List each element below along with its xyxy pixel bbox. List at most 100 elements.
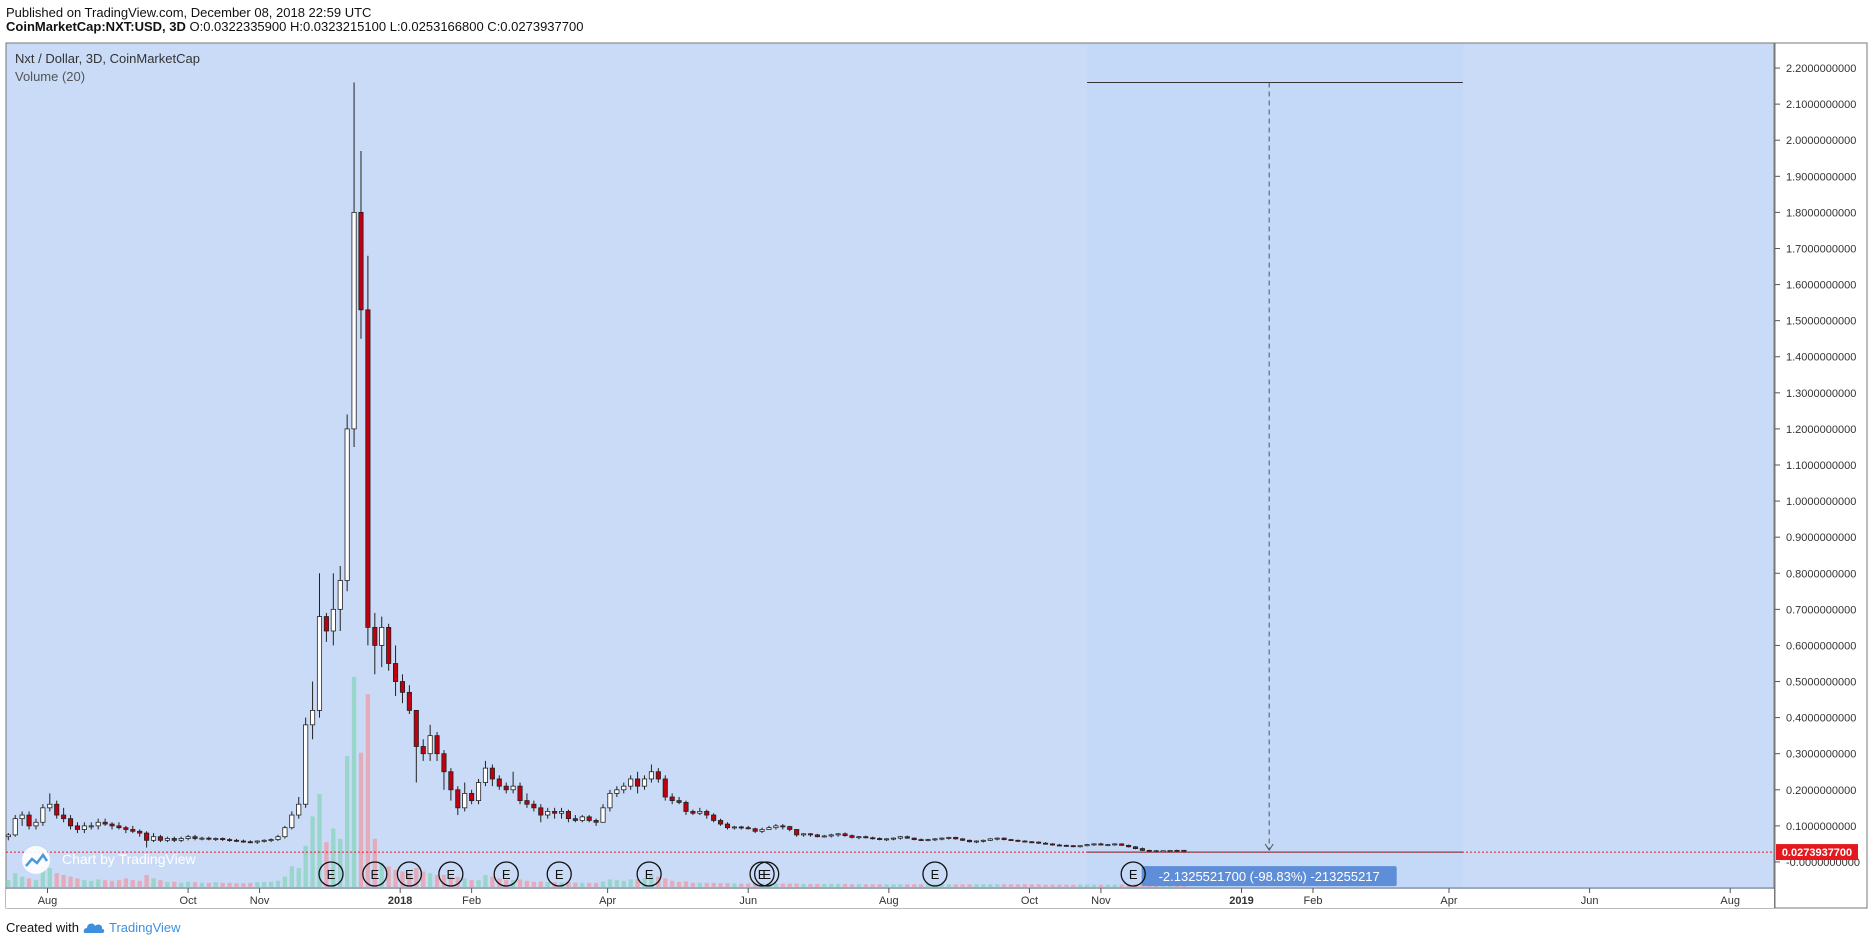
volume-bar	[234, 883, 239, 887]
volume-bar	[1119, 884, 1124, 887]
last-price-marker: 0.0273937700	[6, 844, 1858, 861]
volume-bar	[19, 876, 25, 887]
candle-body	[980, 839, 986, 842]
volume-bar	[434, 874, 440, 887]
candle-body	[946, 837, 952, 839]
measure-label-text: -2.1325521700 (-98.83%) -213255217	[1159, 869, 1380, 884]
earnings-marker-label: E	[762, 867, 771, 882]
earnings-marker-circle	[636, 861, 662, 887]
candle-body	[1119, 843, 1125, 846]
candle-body	[240, 840, 246, 843]
volume-bar	[137, 880, 142, 887]
candle-body	[386, 626, 392, 664]
volume-bar	[891, 884, 896, 887]
candle-body	[787, 826, 793, 830]
candle-body	[178, 838, 184, 841]
measure-tool[interactable]: -2.1325521700 (-98.83%) -213255217	[1087, 81, 1463, 887]
earnings-marker-label: E	[405, 867, 414, 882]
candle-body	[19, 814, 25, 820]
volume-bar	[524, 880, 530, 887]
candle-body	[558, 811, 565, 814]
volume-bar	[787, 883, 792, 887]
candle-body	[1036, 841, 1042, 844]
price-tick-label: 1.1000000000	[1786, 460, 1856, 472]
volume-bar	[61, 874, 66, 887]
published-line: Published on TradingView.com, December 0…	[6, 5, 372, 20]
candle-body	[1070, 845, 1076, 848]
volume-bar	[33, 880, 39, 887]
earnings-marker: E	[922, 861, 948, 887]
earnings-marker-circle	[396, 861, 423, 887]
volume-bar	[13, 873, 18, 887]
candle-body	[738, 826, 744, 829]
earnings-marker-label: E	[931, 867, 940, 882]
volume-bar	[47, 868, 52, 887]
candle-body	[427, 735, 433, 755]
candle-body	[213, 838, 219, 840]
volume-bar	[248, 882, 253, 887]
volume-bar	[988, 884, 993, 887]
candle-body	[655, 771, 661, 780]
tradingview-watermark[interactable]: Chart by TradingView	[22, 846, 196, 874]
time-tick-label: Aug	[38, 895, 58, 907]
candle-body	[1167, 850, 1173, 852]
volume-bar	[213, 882, 218, 887]
candle-body	[185, 836, 191, 839]
earnings-markers[interactable]: E E E E E E E EE E E	[318, 861, 1146, 887]
time-tick-label: Feb	[1303, 895, 1322, 907]
volume-bar	[172, 881, 177, 887]
earnings-marker-label: E	[758, 867, 767, 882]
candle-body	[282, 827, 288, 838]
candle-body	[711, 814, 717, 821]
candle-body	[1063, 844, 1069, 847]
candle-body	[47, 803, 53, 809]
earnings-marker: E	[318, 861, 344, 887]
earnings-marker-circle	[493, 861, 519, 887]
price-tick-label: 0.3000000000	[1786, 749, 1856, 761]
price-tick-label: 0.1000000000	[1786, 821, 1856, 833]
candle-body	[61, 814, 67, 820]
volume-bar	[753, 883, 758, 887]
volume-bar	[427, 873, 433, 887]
candle-body	[434, 735, 440, 755]
candle-body	[379, 626, 385, 646]
volume-bar	[165, 881, 170, 887]
volume-bar	[974, 884, 979, 887]
candle-body	[565, 811, 571, 820]
time-axis-area[interactable]	[6, 889, 1774, 908]
price-tick-label: 0.5000000000	[1786, 677, 1856, 689]
volume-bar	[82, 880, 87, 887]
footer-tradingview-link[interactable]: TradingView	[108, 920, 181, 935]
volume-bar	[960, 884, 965, 887]
price-tick-label: 1.7000000000	[1786, 243, 1856, 255]
candle-body	[966, 839, 973, 843]
candle-body	[1077, 845, 1083, 848]
candle-body	[88, 825, 94, 828]
earnings-marker-label: E	[447, 867, 456, 882]
time-tick-label: Nov	[1091, 895, 1111, 907]
candle-body	[877, 838, 883, 840]
price-axis-area[interactable]	[1774, 42, 1868, 909]
price-tick-label: 2.1000000000	[1786, 99, 1856, 111]
candle-body	[289, 814, 295, 829]
volume-bar	[331, 828, 336, 887]
candle-body	[552, 811, 558, 814]
volume-bar	[925, 884, 931, 887]
candles	[5, 82, 1187, 853]
volume-bar	[808, 883, 813, 887]
volume-bar	[815, 883, 820, 887]
price-tick-label: 1.8000000000	[1786, 207, 1856, 219]
time-tick-label: 2019	[1229, 895, 1253, 907]
volume-bar	[96, 879, 101, 887]
time-tick-label: Jun	[1581, 895, 1599, 907]
candle-body	[157, 836, 163, 841]
candle-body	[67, 818, 74, 827]
volume-bar	[282, 876, 288, 887]
volume-bar	[462, 878, 467, 887]
candle-body	[109, 823, 115, 827]
time-tick-label: Oct	[1021, 895, 1038, 907]
volume-bar	[497, 878, 502, 887]
symbol-label: CoinMarketCap:NXT:USD, 3D	[6, 19, 186, 34]
volume-bar	[1126, 884, 1131, 887]
